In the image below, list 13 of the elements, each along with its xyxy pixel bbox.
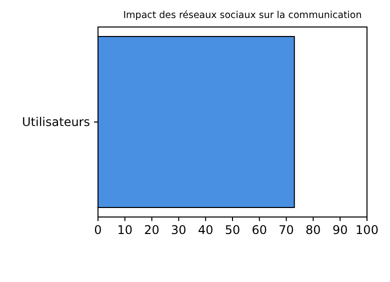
x-tick-label: 30 [171,223,186,237]
x-tick-label: 50 [224,223,240,237]
x-tick-label: 90 [332,223,348,237]
chart-title: Impact des réseaux sociaux sur la communication [123,10,362,21]
x-tick-label: 70 [278,223,294,237]
x-tick-label: 100 [356,223,378,237]
x-tick-label: 80 [306,223,321,237]
x-tick-label: 60 [252,223,268,237]
x-tick-label: 10 [117,223,133,237]
x-tick-label: 40 [198,223,214,237]
y-tick-label: Utilisateurs [22,115,90,130]
x-tick-label: 0 [94,223,102,237]
x-tick-label: 20 [144,223,160,237]
